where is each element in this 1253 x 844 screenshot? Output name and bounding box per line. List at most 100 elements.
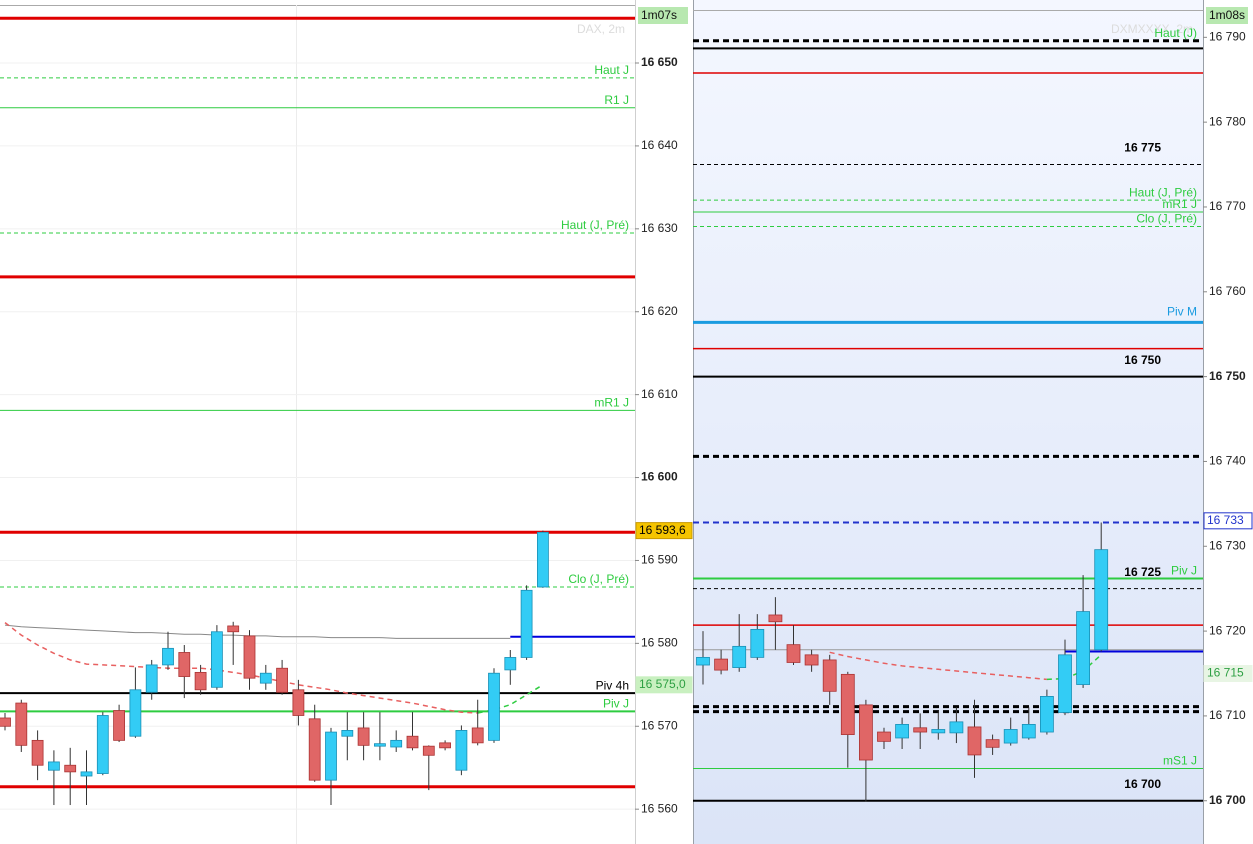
candle-body [985, 739, 1000, 748]
candle-body [129, 689, 142, 737]
y-tick-label: 16 700 [1209, 793, 1246, 807]
candle-body [194, 671, 207, 691]
candle-body [967, 726, 982, 756]
candle-body [471, 727, 484, 744]
indicator-line [1046, 654, 1102, 681]
candle-body [895, 723, 909, 739]
price-badge-label: 16 733 [1207, 513, 1244, 527]
candle-body [145, 664, 158, 693]
candle-body [1021, 723, 1036, 739]
y-tick-label: 16 650 [641, 55, 678, 69]
level-label: Haut (J) [1154, 26, 1197, 40]
y-tick-label: 16 720 [1209, 623, 1246, 637]
candle-body [931, 729, 946, 734]
right-plot-bg [693, 0, 1203, 844]
indicator-line [4, 624, 511, 639]
candle-body [390, 739, 403, 748]
level-label: Clo (J, Pré) [568, 572, 629, 586]
candle-body [455, 730, 468, 771]
price-badge [1203, 512, 1253, 530]
candle-body [96, 715, 109, 774]
candle-body [1076, 611, 1090, 685]
level-label: Piv J [1171, 564, 1197, 578]
price-badge-label: 16 715 [1207, 666, 1244, 680]
y-tick-label: 16 760 [1209, 284, 1246, 298]
chart-title: DXMXXXX, 2m [1111, 22, 1193, 36]
candle-body [210, 631, 223, 688]
level-label: 16 700 [1124, 777, 1161, 791]
candle-body [64, 764, 77, 773]
level-label: mS1 J [1163, 754, 1197, 768]
level-label: mR1 J [594, 396, 629, 410]
candle-body [840, 673, 855, 735]
price-badge [635, 522, 693, 540]
candle-body [714, 658, 728, 671]
level-label: R1 J [604, 93, 629, 107]
candle-body [696, 656, 710, 666]
y-tick-label: 16 560 [641, 801, 678, 815]
candle-body [1058, 654, 1072, 713]
candle-body [804, 654, 819, 666]
candle-body [1003, 729, 1018, 744]
candle-body [786, 644, 801, 663]
y-tick-label: 16 590 [641, 553, 678, 567]
y-tick-label: 16 620 [641, 304, 678, 318]
candle-body [276, 667, 289, 693]
candle-body [15, 702, 28, 746]
y-tick-label: 16 640 [641, 138, 678, 152]
candle-body [0, 717, 11, 727]
y-tick-label: 16 610 [641, 387, 678, 401]
level-label: 16 750 [1124, 353, 1161, 367]
candle-body [488, 672, 500, 741]
price-badge-label: 16 593,6 [639, 523, 686, 537]
level-label: Clo (J, Pré) [1136, 212, 1197, 226]
price-badge [1203, 665, 1253, 683]
y-tick-label: 16 580 [641, 636, 678, 650]
y-tick-label: 16 710 [1209, 708, 1246, 722]
level-label: Haut (J, Pré) [1129, 185, 1197, 199]
candle-body [357, 727, 370, 746]
candle-body [113, 710, 125, 741]
level-label: Piv 4h [596, 678, 629, 692]
timer-label: 1m07s [641, 8, 677, 22]
candle-body [259, 672, 272, 684]
candle-body [341, 730, 354, 737]
candle-body [859, 704, 873, 761]
price-badge-label: 16 575,0 [639, 677, 686, 691]
candle-body [913, 727, 928, 733]
level-label: Haut J [594, 63, 629, 77]
candle-body [178, 652, 191, 677]
candle-body [227, 625, 240, 633]
level-label: 16 775 [1124, 141, 1161, 155]
y-tick-label: 16 770 [1209, 199, 1246, 213]
candle-body [422, 745, 435, 756]
candle-body [406, 735, 419, 749]
plot-layer: DAX, 2m Haut J R1 J Haut (J, Pré) mR1 J Clo (… [0, 16, 635, 810]
y-tick-label: 16 730 [1209, 538, 1246, 552]
timer-badge [1206, 7, 1248, 24]
candle-body [750, 628, 765, 658]
candle-body [308, 718, 321, 781]
y-tick-label: 16 780 [1209, 114, 1246, 128]
candle-body [537, 531, 549, 588]
y-tick-label: 16 570 [641, 718, 678, 732]
left-plot-bg [0, 0, 635, 844]
candle-body [80, 771, 93, 777]
candle-body [439, 742, 452, 749]
indicator-line [829, 651, 1047, 681]
candle-body [1094, 549, 1109, 651]
candle-body [243, 635, 256, 679]
indicator-line [4, 622, 478, 714]
candle-body [732, 645, 747, 668]
candle-body [292, 689, 305, 716]
level-label: 16 725 [1124, 565, 1161, 579]
candle-body [31, 739, 44, 766]
level-label: Piv J [603, 697, 629, 711]
chart-title: DAX, 2m [577, 22, 625, 36]
level-label: mR1 J [1162, 197, 1197, 211]
timer-badge [638, 7, 688, 24]
level-label: Haut (J, Pré) [561, 218, 629, 232]
candle-body [520, 589, 533, 658]
